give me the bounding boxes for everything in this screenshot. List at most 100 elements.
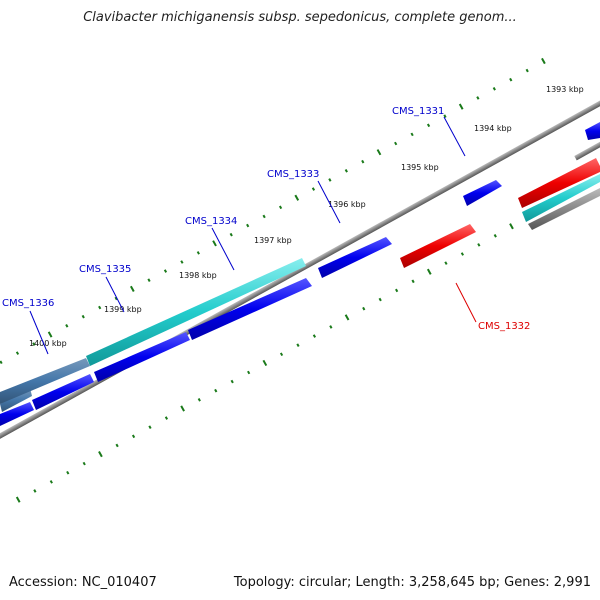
inner-major-tick bbox=[344, 314, 350, 321]
inner-minor-tick bbox=[49, 480, 53, 484]
map-title: Clavibacter michiganensis subsp. sepedon… bbox=[83, 10, 517, 25]
inner-minor-tick bbox=[66, 470, 70, 475]
outer-major-tick bbox=[458, 103, 464, 110]
outer-major-tick bbox=[294, 194, 300, 201]
tick-label: 1393 kbp bbox=[546, 85, 584, 94]
outer-minor-tick bbox=[32, 342, 36, 346]
outer-minor-tick bbox=[311, 187, 316, 191]
outer-minor-tick bbox=[443, 114, 447, 118]
gene-label[interactable]: CMS_1334 bbox=[185, 216, 237, 227]
inner-major-tick bbox=[98, 450, 103, 458]
outer-minor-tick bbox=[196, 251, 200, 255]
inner-major-tick bbox=[180, 405, 185, 412]
inner-minor-tick bbox=[411, 279, 415, 284]
inner-minor-tick bbox=[197, 398, 201, 402]
inner-minor-tick bbox=[148, 425, 152, 429]
gene-forward-d bbox=[188, 278, 312, 340]
outer-minor-tick bbox=[147, 278, 151, 283]
gene-label[interactable]: CMS_1333 bbox=[267, 169, 319, 180]
accession-text: Accession: NC_010407 bbox=[9, 575, 157, 590]
outer-minor-tick bbox=[509, 77, 513, 82]
gene-label-leader bbox=[211, 227, 235, 271]
inner-minor-tick bbox=[444, 261, 448, 265]
tick-label: 1395 kbp bbox=[401, 163, 439, 172]
gene-label[interactable]: CMS_1336 bbox=[2, 298, 54, 309]
inner-minor-tick bbox=[279, 352, 284, 357]
tick-label: 1398 kbp bbox=[179, 271, 217, 280]
gene-gray-right bbox=[528, 188, 600, 230]
outer-minor-tick bbox=[15, 351, 20, 355]
gene-forward-a bbox=[0, 402, 34, 426]
gene-label-leader bbox=[105, 276, 125, 313]
outer-minor-tick bbox=[262, 214, 266, 219]
inner-tick-row bbox=[15, 177, 597, 503]
inner-minor-tick bbox=[82, 461, 86, 466]
gene-cms-1336-body bbox=[0, 358, 90, 404]
inner-minor-tick bbox=[395, 288, 399, 293]
outer-minor-tick bbox=[394, 141, 398, 146]
gene-reverse-b bbox=[518, 158, 600, 208]
gene-cms-1335 bbox=[86, 258, 306, 366]
outer-minor-tick bbox=[246, 223, 250, 228]
inner-minor-tick bbox=[460, 252, 465, 256]
outer-minor-tick bbox=[180, 260, 184, 264]
inner-minor-tick bbox=[230, 379, 234, 384]
outer-minor-tick bbox=[328, 178, 332, 182]
outer-minor-tick bbox=[492, 87, 496, 91]
gene-cms-1333 bbox=[318, 237, 392, 278]
outer-minor-tick bbox=[361, 159, 365, 164]
gene-label[interactable]: CMS_1332 bbox=[478, 321, 530, 332]
outer-minor-tick bbox=[163, 269, 168, 273]
inner-minor-tick bbox=[296, 343, 300, 347]
gene-label-leader bbox=[317, 180, 341, 224]
outer-minor-tick bbox=[65, 323, 69, 328]
backbone-outer-segment bbox=[574, 126, 600, 161]
outer-minor-tick bbox=[525, 68, 529, 73]
tick-label: 1400 kbp bbox=[29, 339, 67, 348]
outer-minor-tick bbox=[98, 305, 102, 310]
inner-minor-tick bbox=[477, 243, 481, 247]
gene-label[interactable]: CMS_1331 bbox=[392, 106, 444, 117]
outer-major-tick bbox=[130, 285, 135, 293]
outer-minor-tick bbox=[476, 96, 480, 100]
gene-label[interactable]: CMS_1335 bbox=[79, 264, 131, 275]
gene-forward-b bbox=[32, 374, 94, 410]
inner-minor-tick bbox=[115, 443, 119, 448]
inner-minor-tick bbox=[164, 416, 169, 420]
gene-highlight-right bbox=[522, 174, 600, 222]
inner-minor-tick bbox=[378, 297, 382, 302]
tick-label: 1397 kbp bbox=[254, 236, 292, 245]
gene-label-leader bbox=[29, 310, 49, 355]
inner-major-tick bbox=[262, 359, 268, 367]
gene-label-leader bbox=[443, 116, 466, 157]
topology-summary: Topology: circular; Length: 3,258,645 bp… bbox=[233, 575, 591, 590]
outer-minor-tick bbox=[0, 360, 3, 365]
tick-label: 1394 kbp bbox=[474, 124, 512, 133]
outer-tick-row bbox=[0, 57, 546, 365]
inner-major-tick bbox=[426, 268, 432, 275]
inner-minor-tick bbox=[362, 306, 366, 311]
tick-label: 1396 kbp bbox=[328, 200, 366, 209]
outer-major-tick bbox=[376, 149, 382, 156]
outer-major-tick bbox=[541, 57, 546, 65]
outer-minor-tick bbox=[81, 314, 85, 319]
gene-labels: CMS_1331 CMS_1333 CMS_1334 CMS_1335 CMS_1336… bbox=[2, 106, 530, 355]
inner-minor-tick bbox=[247, 370, 251, 375]
gene-features bbox=[0, 122, 600, 426]
inner-minor-tick bbox=[131, 434, 136, 439]
outer-minor-tick bbox=[426, 123, 431, 128]
outer-major-tick bbox=[212, 240, 217, 247]
outer-minor-tick bbox=[278, 205, 283, 210]
outer-minor-tick bbox=[410, 132, 414, 137]
inner-minor-tick bbox=[214, 388, 218, 393]
gene-cms-1332 bbox=[400, 224, 476, 268]
gene-forward-c bbox=[94, 332, 190, 382]
outer-major-tick bbox=[47, 331, 53, 338]
tick-labels: 1393 kbp 1394 kbp 1395 kbp 1396 kbp 1397 kbp… bbox=[29, 85, 584, 348]
outer-minor-tick bbox=[344, 169, 348, 173]
gene-cms-1336 bbox=[0, 388, 32, 412]
gene-cms-1330 bbox=[585, 122, 600, 140]
inner-major-tick bbox=[509, 223, 514, 230]
inner-minor-tick bbox=[329, 325, 333, 329]
